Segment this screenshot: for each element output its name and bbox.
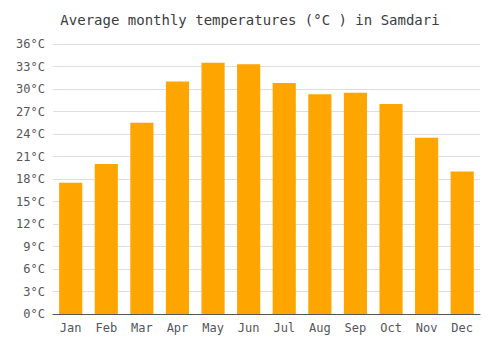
svg-text:9°C: 9°C xyxy=(23,240,45,254)
svg-text:Jul: Jul xyxy=(273,321,295,335)
svg-text:Apr: Apr xyxy=(167,321,189,335)
svg-text:Dec: Dec xyxy=(451,321,473,335)
svg-text:21°C: 21°C xyxy=(16,150,45,164)
svg-text:3°C: 3°C xyxy=(23,285,45,299)
svg-text:15°C: 15°C xyxy=(16,195,45,209)
svg-text:Jan: Jan xyxy=(60,321,82,335)
svg-text:Feb: Feb xyxy=(95,321,117,335)
svg-text:36°C: 36°C xyxy=(16,37,45,51)
svg-text:Aug: Aug xyxy=(309,321,331,335)
svg-text:12°C: 12°C xyxy=(16,217,45,231)
svg-text:30°C: 30°C xyxy=(16,82,45,96)
svg-text:0°C: 0°C xyxy=(23,307,45,321)
svg-text:Mar: Mar xyxy=(131,321,153,335)
svg-text:18°C: 18°C xyxy=(16,172,45,186)
svg-text:May: May xyxy=(202,321,224,335)
svg-text:Average monthly temperatures (: Average monthly temperatures (°C ) in Sa… xyxy=(60,12,439,28)
svg-text:Oct: Oct xyxy=(380,321,402,335)
svg-text:Jun: Jun xyxy=(238,321,260,335)
svg-text:33°C: 33°C xyxy=(16,60,45,74)
svg-text:Sep: Sep xyxy=(345,321,367,335)
svg-text:27°C: 27°C xyxy=(16,105,45,119)
svg-text:24°C: 24°C xyxy=(16,127,45,141)
svg-text:6°C: 6°C xyxy=(23,262,45,276)
svg-text:Nov: Nov xyxy=(416,321,438,335)
